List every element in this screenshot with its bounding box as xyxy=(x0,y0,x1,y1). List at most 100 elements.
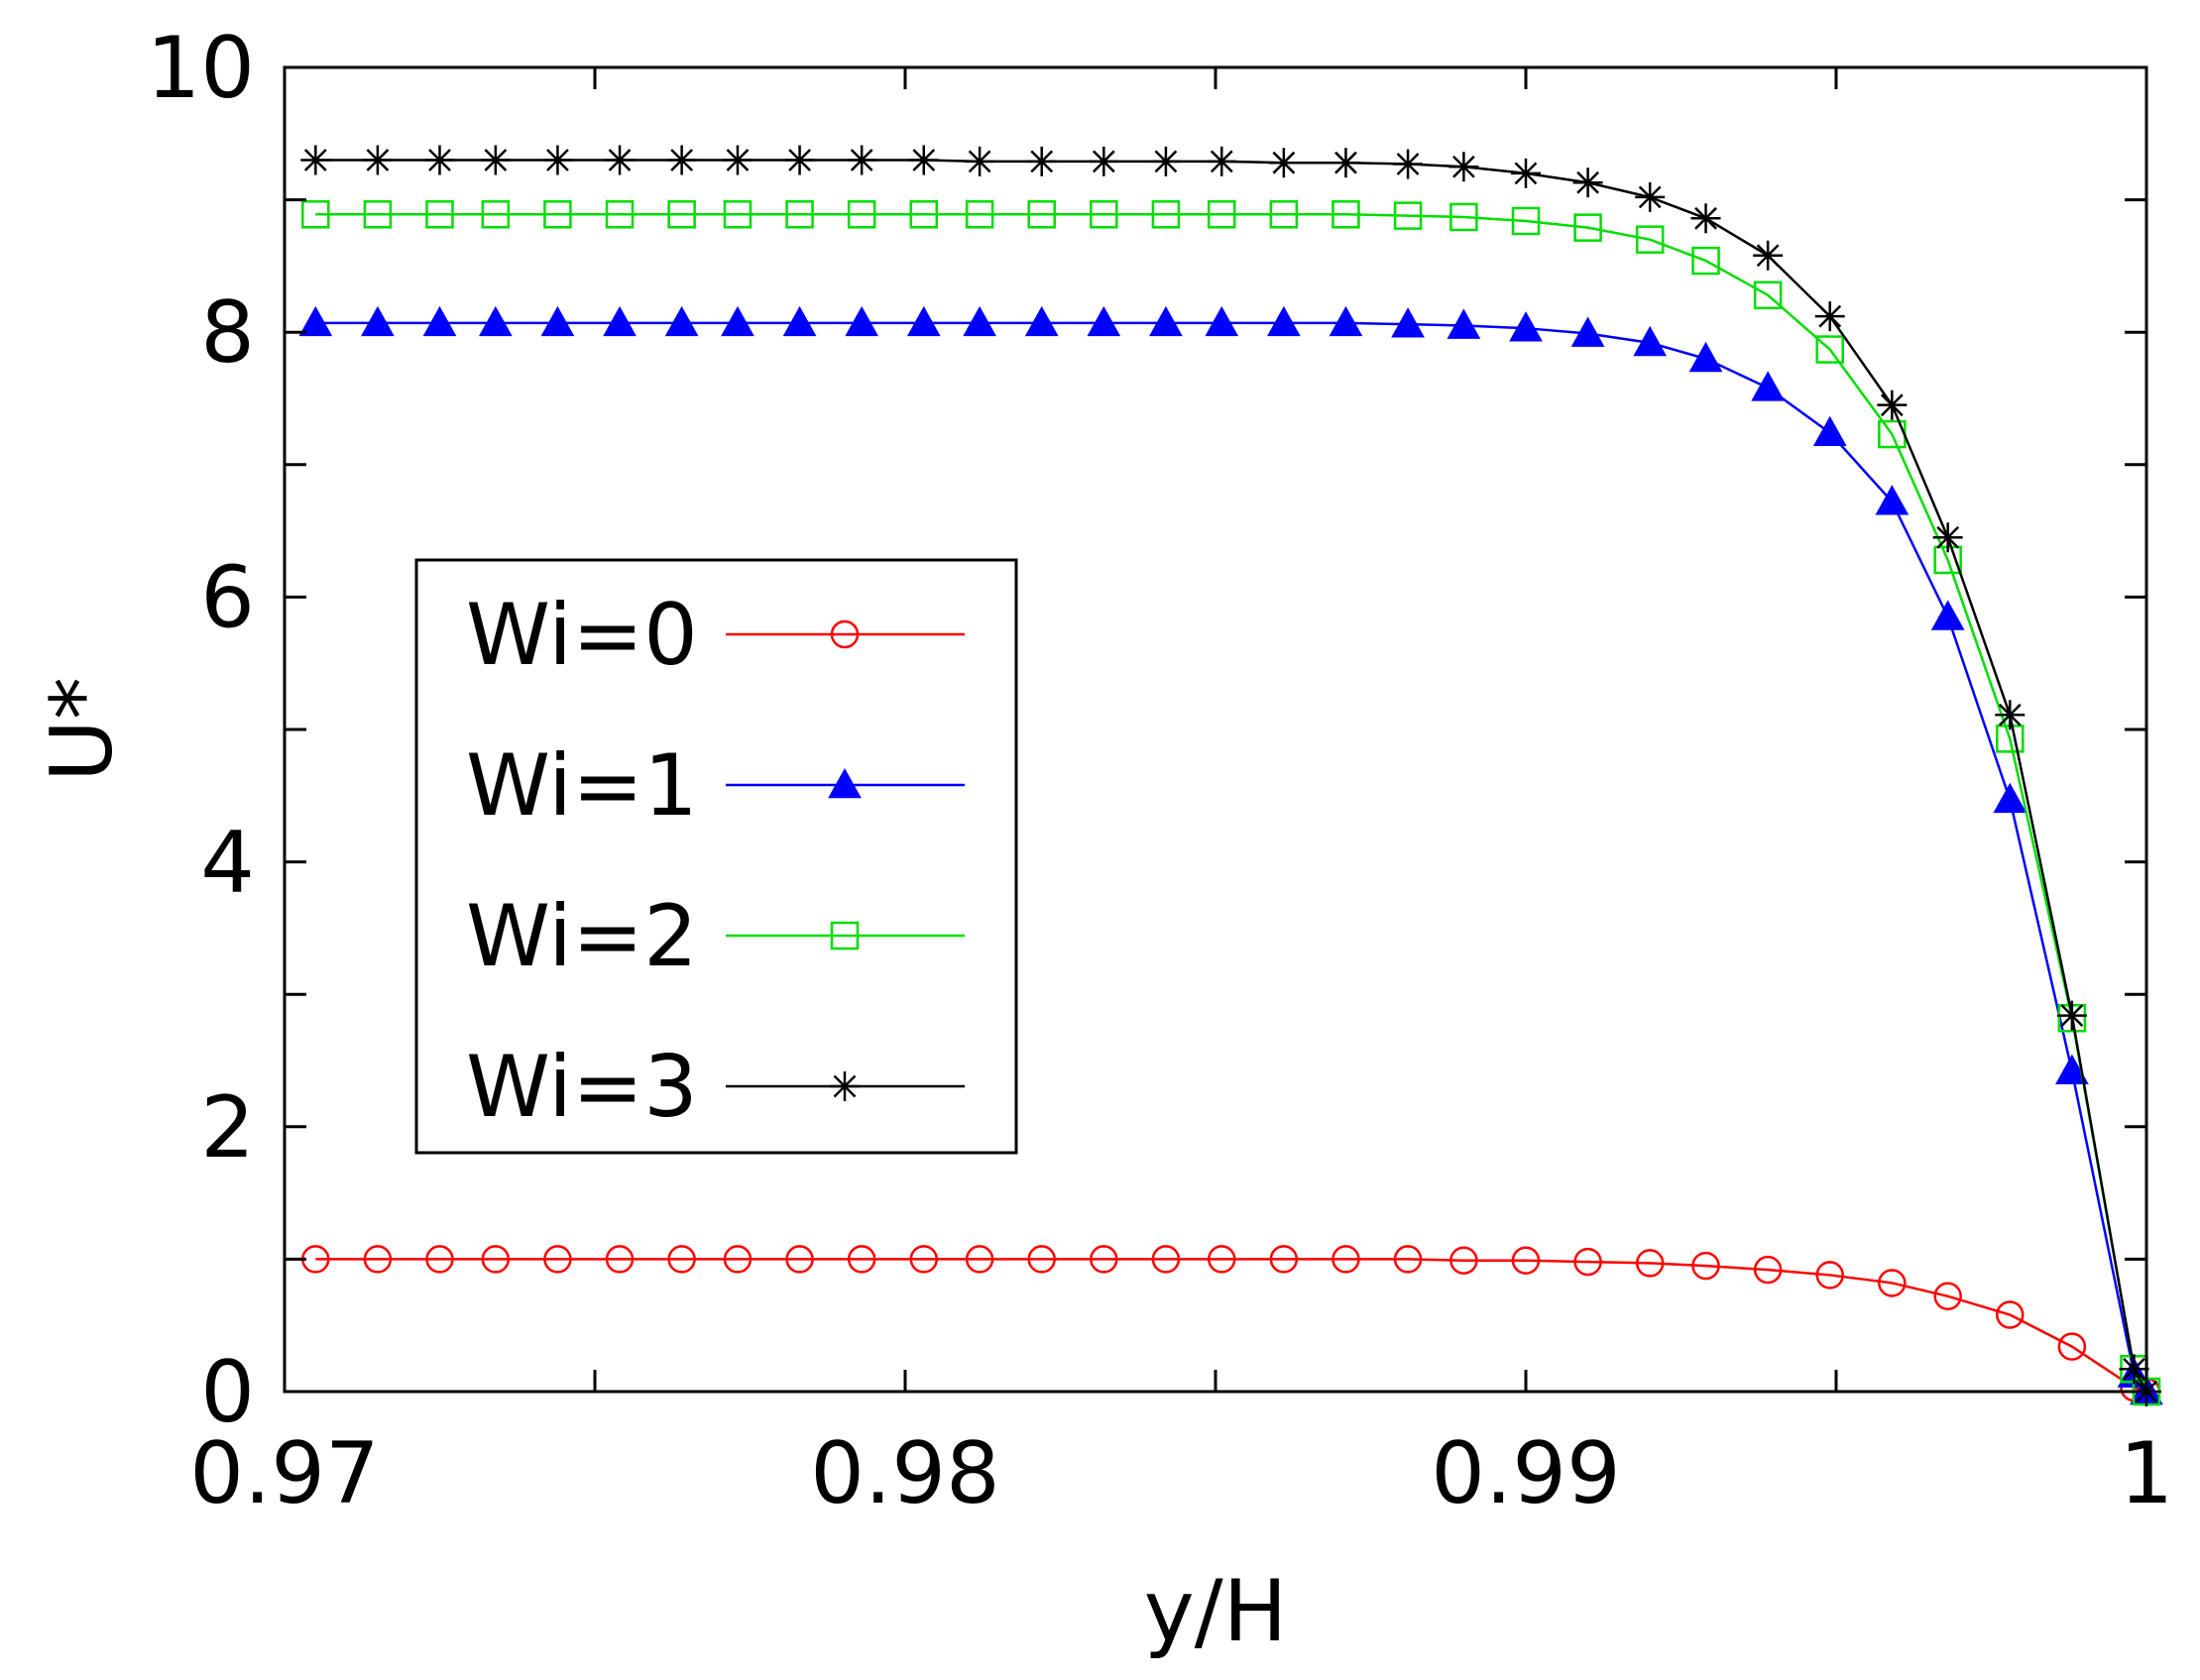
data-point xyxy=(1449,202,1478,232)
data-point xyxy=(1511,206,1541,236)
marker-stroke xyxy=(1092,150,1115,173)
marker-stroke xyxy=(1030,150,1054,173)
data-point xyxy=(1633,325,1668,357)
data-point xyxy=(847,1245,876,1274)
marker-stroke xyxy=(788,149,811,171)
x-tick-label: 0.97 xyxy=(189,1424,379,1523)
data-point xyxy=(1089,146,1119,176)
data-point xyxy=(1573,213,1602,242)
data-point xyxy=(1875,485,1910,515)
data-point xyxy=(1269,200,1299,229)
marker-stroke xyxy=(2060,1004,2084,1027)
data-point xyxy=(1878,1269,1907,1297)
series-line xyxy=(315,1258,2147,1394)
data-point xyxy=(1635,1249,1665,1278)
data-point xyxy=(1087,305,1121,337)
marker-stroke xyxy=(2123,1357,2145,1381)
marker-stroke xyxy=(1154,150,1178,173)
legend-box xyxy=(414,558,1018,1155)
data-point xyxy=(845,305,879,337)
y-tick-label: 4 xyxy=(200,814,255,913)
data-point xyxy=(1268,148,1299,178)
data-point xyxy=(1207,146,1237,176)
marker-stroke xyxy=(1514,162,1538,185)
y-tick-label: 10 xyxy=(147,19,255,118)
marker-stroke xyxy=(1396,153,1420,175)
data-point xyxy=(847,200,876,229)
data-point xyxy=(424,145,455,175)
marker-stroke xyxy=(1880,393,1904,417)
series-layer xyxy=(298,145,2163,1406)
data-point xyxy=(1751,371,1785,401)
data-point xyxy=(1329,305,1363,337)
series-line xyxy=(315,321,2148,1393)
marker-stroke xyxy=(1576,170,1599,194)
legend-label: Wi=2 xyxy=(466,887,698,986)
legend-marker xyxy=(830,921,860,951)
data-point xyxy=(723,200,753,229)
data-point xyxy=(480,145,511,175)
data-point xyxy=(782,305,817,337)
data-point xyxy=(1933,1282,1962,1311)
data-point xyxy=(603,305,637,337)
data-point xyxy=(1449,1246,1478,1275)
legend-label: Wi=0 xyxy=(466,586,698,685)
data-point xyxy=(1208,200,1236,229)
data-point xyxy=(721,305,754,337)
data-point xyxy=(1815,1261,1844,1289)
data-point xyxy=(1024,305,1059,337)
data-point xyxy=(1448,152,1479,182)
data-point xyxy=(1150,146,1181,176)
data-point xyxy=(1391,307,1425,338)
data-point xyxy=(1753,280,1783,310)
x-tick-label: 1 xyxy=(2120,1424,2174,1523)
data-point xyxy=(1993,782,2027,814)
y-tick-label: 0 xyxy=(200,1343,255,1442)
data-point xyxy=(667,1245,696,1274)
data-point xyxy=(481,200,511,229)
ticks-layer xyxy=(283,65,2148,1394)
data-point xyxy=(2057,1332,2087,1361)
data-point xyxy=(2119,1354,2149,1385)
data-point xyxy=(1814,301,1845,332)
data-point xyxy=(1996,1300,2025,1329)
legend-marker xyxy=(830,619,860,649)
data-point xyxy=(909,1245,939,1274)
marker-stroke xyxy=(670,149,694,171)
data-point xyxy=(2056,1000,2087,1031)
data-point xyxy=(963,305,996,337)
data-point xyxy=(1995,700,2026,730)
data-point xyxy=(1447,308,1481,339)
data-point xyxy=(1331,148,1361,178)
series-line xyxy=(315,213,2148,1393)
marker-stroke xyxy=(366,149,390,171)
data-point xyxy=(422,305,457,337)
data-point xyxy=(1332,1245,1360,1274)
data-point xyxy=(1511,158,1541,188)
data-point xyxy=(1509,311,1543,342)
legend-marker xyxy=(828,767,862,799)
data-point xyxy=(1932,522,1963,553)
data-point xyxy=(478,305,513,337)
data-point xyxy=(1691,246,1720,276)
data-point xyxy=(1267,305,1301,337)
series-wi-1 xyxy=(298,305,2163,1405)
legend-label: Wi=3 xyxy=(466,1038,698,1137)
series-wi-2 xyxy=(301,200,2161,1406)
data-point xyxy=(785,1245,814,1274)
data-point xyxy=(540,305,575,337)
marker-stroke xyxy=(303,149,327,171)
marker-stroke xyxy=(1272,151,1296,174)
marker-stroke xyxy=(1694,206,1717,230)
data-point xyxy=(1570,316,1605,347)
marker-stroke xyxy=(726,149,750,171)
marker-stroke xyxy=(1998,703,2022,727)
data-point xyxy=(1090,1245,1118,1274)
legend: Wi=0 Wi=1 Wi=2 Wi=3 xyxy=(414,558,1018,1155)
data-point xyxy=(1393,149,1424,179)
data-point xyxy=(481,1245,511,1274)
data-point xyxy=(1027,200,1056,229)
data-point xyxy=(906,305,941,337)
